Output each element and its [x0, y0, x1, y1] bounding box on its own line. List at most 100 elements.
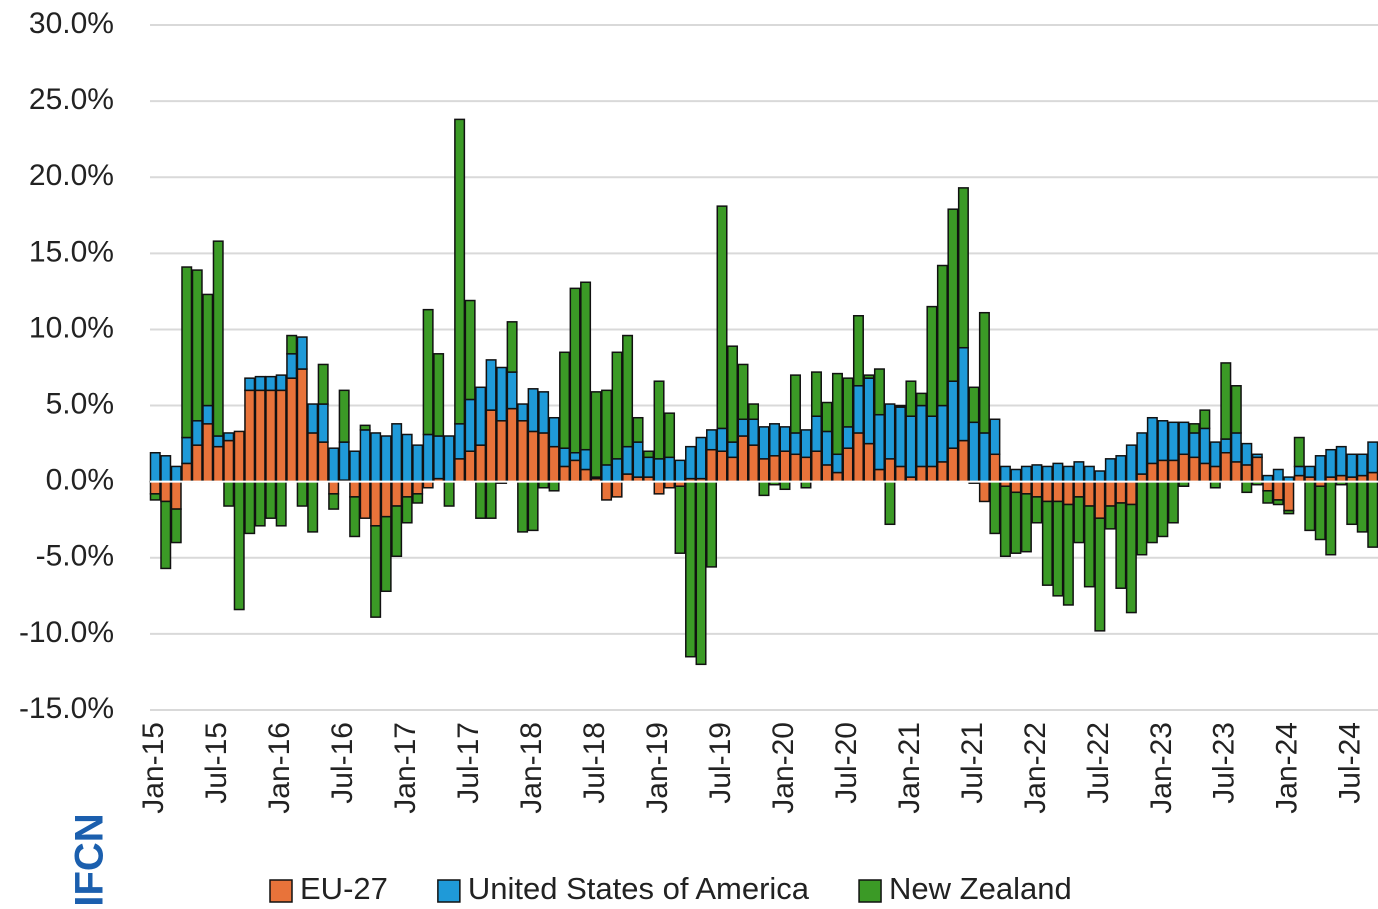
bar-segment — [947, 208, 959, 382]
bar-segment — [622, 473, 634, 483]
bar-segment — [412, 493, 424, 504]
bar-segment — [212, 240, 224, 437]
bar-segment — [317, 363, 329, 405]
bar-segment — [632, 416, 644, 443]
bar-segment — [349, 480, 361, 498]
bar-segment — [380, 515, 392, 593]
bar-segment — [926, 415, 938, 468]
bar-segment — [527, 430, 539, 483]
bar-segment — [454, 423, 466, 460]
bar-segment — [1083, 480, 1095, 507]
x-tick-label: Jul-20 — [830, 722, 863, 804]
bar-segment — [727, 345, 739, 443]
bar-segment — [1367, 480, 1378, 548]
bar-segment — [1136, 432, 1148, 475]
bar-segment — [863, 377, 875, 445]
bar-segment — [1199, 427, 1211, 465]
bar-segment — [653, 480, 665, 495]
bar-segment — [1367, 471, 1378, 483]
x-tick-label: Jan-23 — [1145, 722, 1178, 814]
bar-segment — [716, 450, 728, 483]
bar-segment — [1115, 455, 1127, 483]
bar-segment — [989, 418, 1001, 456]
bar-segment — [1157, 420, 1169, 462]
bar-segment — [506, 371, 518, 410]
bar-segment — [569, 459, 581, 483]
bar-segment — [391, 505, 403, 558]
bar-segment — [433, 435, 445, 480]
bar-segment — [181, 266, 193, 439]
bar-segment — [1199, 462, 1211, 483]
bar-segment — [349, 450, 361, 483]
bar-segment — [233, 430, 245, 483]
x-tick-label: Jul-22 — [1082, 722, 1115, 804]
bar-segment — [401, 480, 413, 498]
bar-segment — [1367, 441, 1378, 474]
bar-segment — [160, 480, 172, 503]
bar-segment — [1031, 496, 1043, 524]
x-tick-label: Jan-17 — [389, 722, 422, 814]
bar-segment — [1052, 462, 1064, 483]
bar-segment — [349, 496, 361, 538]
bar-segment — [265, 375, 277, 392]
bar-segment — [160, 500, 172, 570]
bar-segment — [328, 447, 340, 483]
bar-segment — [1251, 456, 1263, 483]
bar-segment — [559, 351, 571, 449]
bar-segment — [810, 450, 822, 483]
x-tick-label: Jul-19 — [704, 722, 737, 804]
bar-segment — [464, 398, 476, 452]
legend-swatch — [269, 879, 293, 903]
bar-segment — [1010, 468, 1022, 483]
bar-segment — [1241, 480, 1253, 494]
bar-segment — [212, 445, 224, 483]
bar-segment — [957, 346, 969, 442]
y-tick-label: 15.0% — [29, 235, 114, 268]
bar-segment — [1020, 493, 1032, 553]
bar-segment — [244, 480, 256, 535]
bar-segment — [664, 412, 676, 459]
x-tick-label: Jul-21 — [956, 722, 989, 804]
y-tick-label: 25.0% — [29, 83, 114, 116]
bar-segment — [1272, 499, 1284, 506]
bar-segment — [1251, 453, 1263, 459]
bar-segment — [611, 458, 623, 483]
bar-segment — [496, 366, 508, 422]
bar-segment — [706, 429, 718, 451]
bar-segment — [485, 409, 497, 483]
bar-segment — [443, 435, 455, 483]
bar-segment — [475, 444, 487, 483]
bar-segment — [569, 287, 581, 454]
bar-segment — [1125, 444, 1137, 483]
bar-segment — [170, 480, 182, 510]
bar-segment — [1241, 442, 1253, 466]
bar-segment — [307, 432, 319, 483]
bar-segment — [1136, 480, 1148, 556]
x-tick-label: Jan-15 — [137, 722, 170, 814]
bar-segment — [737, 435, 749, 483]
bar-segment — [1062, 480, 1074, 506]
bar-segment — [1136, 473, 1148, 483]
bar-segment — [475, 480, 487, 519]
x-tick-label: Jul-18 — [578, 722, 611, 804]
y-tick-label: 20.0% — [29, 159, 114, 192]
bar-segment — [181, 436, 193, 465]
bar-segment — [810, 415, 822, 452]
bar-segment — [873, 468, 885, 483]
bar-segment — [149, 493, 161, 501]
bar-segment — [989, 453, 1001, 483]
bar-segment — [905, 415, 917, 478]
x-tick-label: Jan-22 — [1019, 722, 1052, 814]
bar-segment — [296, 480, 308, 507]
bar-segment — [863, 442, 875, 483]
bar-segment — [737, 418, 749, 437]
bar-segment — [842, 426, 854, 449]
bar-segment — [496, 420, 508, 483]
bar-segment — [999, 465, 1011, 483]
bar-segment — [422, 308, 434, 436]
bar-segment — [1220, 438, 1232, 454]
bar-segment — [464, 450, 476, 483]
y-tick-label: 0.0% — [46, 464, 114, 497]
bar-segment — [328, 480, 340, 495]
legend-label: EU-27 — [300, 871, 388, 906]
